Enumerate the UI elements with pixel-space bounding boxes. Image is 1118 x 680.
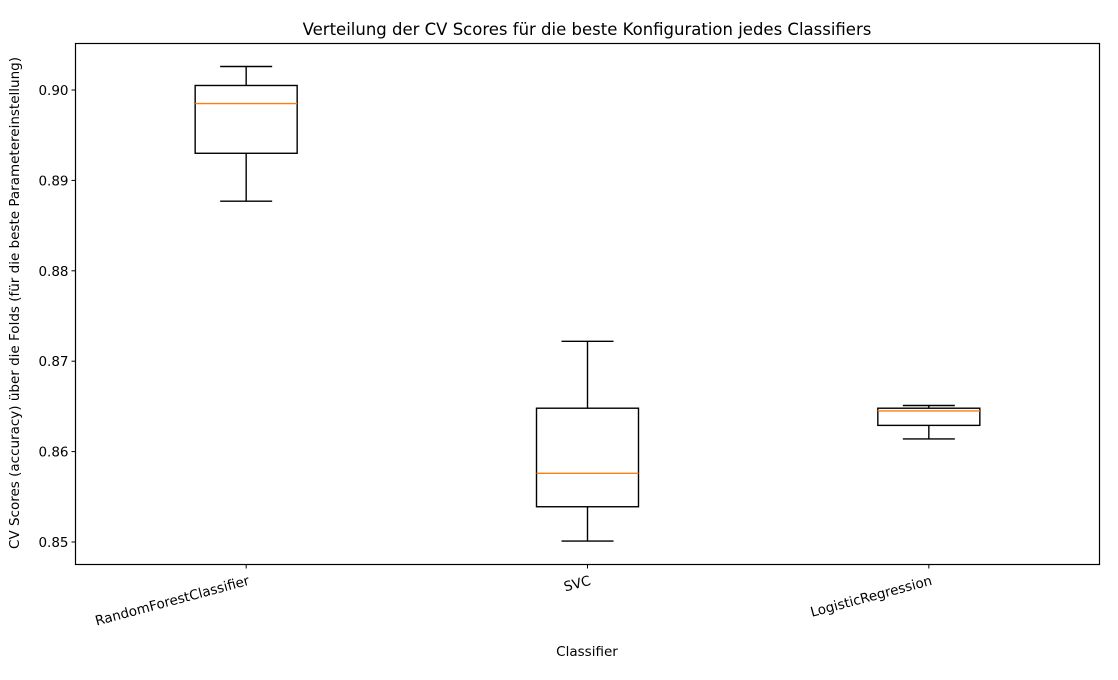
iqr-box: [535, 407, 640, 508]
iqr-box: [877, 407, 981, 427]
x-axis-label: Classifier: [556, 644, 618, 660]
box-logisticregression: [877, 404, 981, 440]
y-axis: 0.85 0.86 0.87 0.88 0.89 0.90: [38, 83, 76, 551]
y-tick-label: 0.85: [38, 535, 68, 551]
box-randomforestclassifier: [194, 65, 298, 202]
y-tick-label: 0.89: [38, 173, 68, 189]
y-tick-label: 0.86: [38, 445, 68, 461]
axes-frame: [74, 42, 1101, 566]
y-tick-label: 0.90: [38, 83, 68, 99]
x-tick-label: RandomForestClassifier: [94, 573, 252, 630]
chart-title: Verteilung der CV Scores für die beste K…: [303, 20, 872, 39]
x-axis: RandomForestClassifier SVC LogisticRegress…: [94, 564, 934, 630]
plot-area: [194, 65, 981, 542]
y-axis-label: CV Scores (accuracy) über die Folds (für…: [7, 57, 23, 549]
box-svc: [535, 340, 640, 542]
x-tick-label: SVC: [562, 573, 592, 596]
iqr-box: [194, 84, 298, 154]
y-tick-label: 0.88: [38, 264, 68, 280]
y-tick-label: 0.87: [38, 354, 68, 370]
x-tick-label: LogisticRegression: [809, 573, 934, 621]
